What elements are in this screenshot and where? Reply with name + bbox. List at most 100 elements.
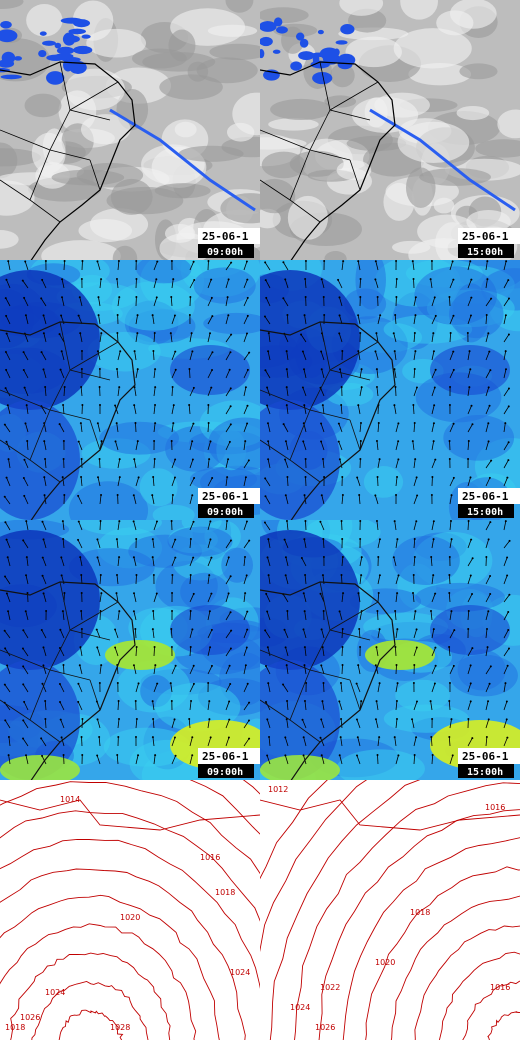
- arrow-head: [189, 538, 192, 541]
- arrow-head: [151, 628, 154, 631]
- wind-arrow: [170, 333, 173, 343]
- wind-arrow: [225, 477, 228, 487]
- arrow-head: [506, 556, 509, 559]
- wind-arrow: [189, 495, 193, 505]
- cloud: [459, 63, 498, 80]
- arrow-head: [132, 592, 135, 595]
- wind-arrow: [413, 538, 416, 549]
- wind-arrow: [207, 611, 211, 621]
- wind-arrow: [171, 665, 176, 675]
- arrow-head: [338, 700, 341, 703]
- arrow-head: [303, 538, 306, 541]
- wind-arrow: [61, 737, 65, 747]
- wind-arrow: [376, 701, 379, 711]
- border: [89, 419, 101, 451]
- wind-arrow: [430, 279, 433, 289]
- arrow-head: [4, 350, 7, 353]
- arrow-head: [505, 718, 508, 721]
- wind-arrow: [322, 459, 325, 469]
- slow-wind: [0, 270, 100, 410]
- arrow-head: [77, 538, 80, 541]
- wind-arrow: [267, 423, 271, 433]
- arrow-head: [134, 628, 137, 631]
- arrow-head: [228, 664, 231, 667]
- arrow-head: [392, 556, 395, 559]
- arrow-head: [118, 718, 121, 721]
- wind-arrow: [77, 495, 83, 505]
- arrow-head: [467, 610, 470, 613]
- wind-arrow: [304, 575, 307, 585]
- arrow-head: [486, 646, 489, 649]
- cloud: [196, 57, 258, 84]
- wind-arrow: [485, 369, 491, 379]
- wind-arrow: [117, 611, 120, 621]
- arrow-head: [452, 476, 455, 479]
- wind-arrow: [266, 611, 271, 621]
- wind-arrow: [449, 351, 454, 361]
- wind-arrow: [286, 610, 289, 621]
- cloud: [26, 3, 63, 37]
- wind-arrow: [225, 665, 230, 675]
- arrow-head: [301, 718, 304, 721]
- arrow-head: [3, 683, 6, 686]
- wind-arrow: [189, 539, 192, 549]
- arrow-head: [228, 368, 231, 371]
- wind-arrow: [77, 701, 83, 711]
- wind-arrow: [23, 369, 29, 379]
- wind-arrow: [8, 755, 11, 765]
- arrow-head: [267, 682, 270, 685]
- wind-arrow: [243, 460, 250, 469]
- wind-arrow: [394, 369, 397, 379]
- arrow-head: [114, 440, 117, 443]
- wind-field: [414, 266, 497, 325]
- isobar: [414, 925, 520, 1040]
- arrow-head: [96, 538, 99, 541]
- wind-arrow: [207, 539, 211, 549]
- wind-arrow: [304, 647, 307, 657]
- wind-arrow: [22, 630, 29, 639]
- arrow-head: [153, 440, 156, 443]
- border: [349, 159, 361, 191]
- wind-arrow: [338, 423, 343, 433]
- rain: [0, 59, 15, 68]
- wind-field: [167, 526, 233, 557]
- arrow-head: [42, 538, 45, 541]
- isobar: [0, 868, 246, 1040]
- arrow-head: [374, 494, 377, 497]
- arrow-head: [377, 556, 380, 559]
- arrow-head: [154, 368, 157, 371]
- arrow-head: [358, 628, 361, 631]
- arrow-head: [62, 664, 65, 667]
- arrow-head: [283, 628, 286, 631]
- wind-arrow: [503, 298, 510, 307]
- wind-arrow: [79, 297, 83, 307]
- arrow-head: [321, 404, 324, 407]
- rain: [54, 42, 62, 49]
- isobar-label: 1026: [315, 1023, 335, 1032]
- wind-arrow: [266, 755, 271, 765]
- wind-arrow: [44, 718, 47, 729]
- arrow-head: [228, 440, 231, 443]
- arrow-head: [7, 736, 10, 739]
- rain: [0, 74, 22, 80]
- wind-arrow: [116, 369, 119, 379]
- arrow-head: [266, 422, 269, 425]
- wind-arrow: [26, 557, 29, 567]
- wind-arrow: [243, 423, 248, 433]
- wind-arrow: [485, 441, 489, 451]
- arrow-head: [137, 476, 140, 479]
- wind-arrow: [286, 351, 289, 361]
- arrow-head: [470, 404, 473, 407]
- pressure-bg: [260, 780, 520, 1040]
- arrow-head: [432, 422, 435, 425]
- wind-arrow: [97, 423, 101, 433]
- wind-arrow: [377, 539, 381, 549]
- arrow-head: [172, 278, 175, 281]
- wind-arrow: [485, 701, 489, 711]
- wind-arrow: [153, 369, 156, 379]
- wind-arrow: [303, 539, 307, 549]
- wind-arrow: [7, 557, 11, 567]
- wind-arrow: [413, 629, 417, 639]
- border: [89, 159, 101, 191]
- arrow-head: [80, 736, 83, 739]
